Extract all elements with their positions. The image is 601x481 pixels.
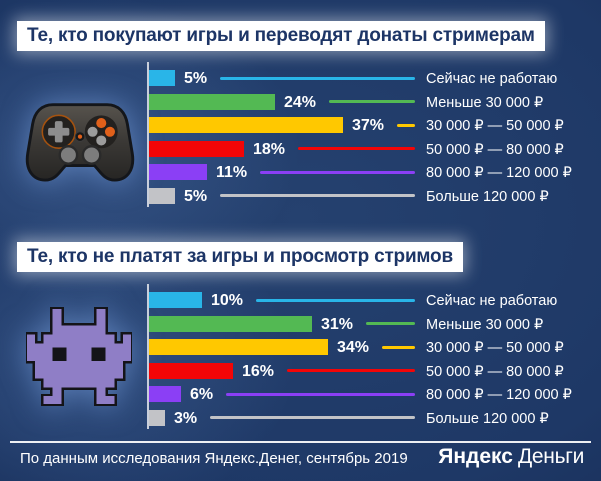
bar-value-label: 6% [190, 386, 214, 403]
category-label: 50 000 ₽ — 80 000 ₽ [426, 141, 564, 158]
chart-row: 34% 30 000 ₽ — 50 000 ₽ [149, 339, 601, 356]
chart-row: 18% 50 000 ₽ — 80 000 ₽ [149, 140, 601, 158]
category-label: Больше 120 000 ₽ [426, 188, 549, 205]
gamepad-icon [22, 91, 138, 193]
bar [149, 117, 343, 133]
yandex-money-logo: Яндекс Деньги [438, 445, 584, 469]
category-label: Больше 120 000 ₽ [426, 410, 549, 427]
chart-row: 24% Меньше 30 000 ₽ [149, 93, 601, 111]
bar-value-label: 16% [242, 362, 275, 380]
category-label: 30 000 ₽ — 50 000 ₽ [426, 340, 564, 356]
connector-line [220, 194, 415, 197]
category-label: Сейчас не работаю [426, 71, 558, 87]
chart1-title: Те, кто покупают игры и переводят донаты… [17, 21, 545, 51]
category-label: 50 000 ₽ — 80 000 ₽ [426, 363, 564, 380]
logo-dengi-text: Деньги [517, 445, 584, 468]
bar [149, 140, 244, 157]
connector-line [366, 322, 415, 325]
chart-row: 16% 50 000 ₽ — 80 000 ₽ [149, 362, 601, 380]
source-note: По данным исследования Яндекс.Денег, сен… [20, 450, 408, 467]
logo-yandex-text: Яндекс [438, 445, 513, 468]
bar-value-label: 5% [184, 187, 208, 205]
chart-row: 3% Больше 120 000 ₽ [149, 409, 601, 427]
bar-value-label: 24% [284, 93, 317, 111]
bar-value-label: 18% [253, 140, 286, 158]
bar-value-label: 37% [352, 117, 385, 134]
bar [149, 386, 181, 402]
connector-line [220, 76, 415, 80]
bar [149, 187, 175, 204]
category-label: 80 000 ₽ — 120 000 ₽ [426, 165, 572, 181]
connector-line [210, 416, 415, 419]
chart1-title-text: Те, кто покупают игры и переводят донаты… [27, 25, 535, 46]
connector-line [260, 170, 415, 174]
bar [149, 315, 312, 332]
footer-divider [10, 441, 591, 443]
bar-value-label: 11% [216, 164, 248, 181]
space-invader-icon [25, 299, 133, 419]
connector-line [329, 100, 415, 103]
chart2-title-text: Те, кто не платят за игры и просмотр стр… [27, 246, 453, 267]
bar-value-label: 3% [174, 409, 198, 427]
connector-line [256, 298, 415, 302]
chart2-rows: 10% Сейчас не работаю 31% Меньше 30 000 … [149, 292, 601, 433]
bar-value-label: 34% [337, 339, 370, 356]
bar [149, 292, 202, 308]
bar [149, 409, 165, 426]
connector-line [226, 392, 415, 396]
bar-value-label: 5% [184, 70, 208, 87]
chart2-axis-line [147, 284, 149, 429]
bar-value-label: 10% [211, 292, 244, 309]
bar [149, 362, 233, 379]
chart-row: 11% 80 000 ₽ — 120 000 ₽ [149, 164, 601, 181]
category-label: Меньше 30 000 ₽ [426, 94, 544, 111]
chart1-axis-line [147, 62, 149, 207]
bar-value-label: 31% [321, 315, 354, 333]
chart-row: 5% Больше 120 000 ₽ [149, 187, 601, 205]
chart-row: 37% 30 000 ₽ — 50 000 ₽ [149, 117, 601, 134]
category-label: 30 000 ₽ — 50 000 ₽ [426, 118, 564, 134]
chart1-rows: 5% Сейчас не работаю 24% Меньше 30 000 ₽… [149, 70, 601, 211]
bar [149, 93, 275, 110]
bar [149, 70, 175, 86]
bar [149, 339, 328, 355]
category-label: Меньше 30 000 ₽ [426, 316, 544, 333]
connector-line [298, 147, 415, 150]
category-label: 80 000 ₽ — 120 000 ₽ [426, 387, 572, 403]
connector-line [287, 369, 415, 372]
connector-line [397, 123, 415, 127]
connector-line [382, 345, 415, 349]
chart-row: 6% 80 000 ₽ — 120 000 ₽ [149, 386, 601, 403]
chart-row: 10% Сейчас не работаю [149, 292, 601, 309]
bar [149, 164, 207, 180]
chart2-title: Те, кто не платят за игры и просмотр стр… [17, 242, 463, 272]
category-label: Сейчас не работаю [426, 293, 558, 309]
chart-row: 31% Меньше 30 000 ₽ [149, 315, 601, 333]
chart-row: 5% Сейчас не работаю [149, 70, 601, 87]
